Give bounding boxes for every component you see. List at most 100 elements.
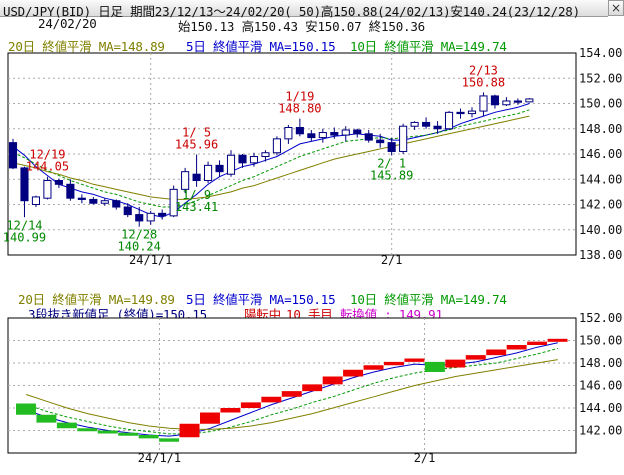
candle [112, 199, 121, 210]
price-xtick-label: 2/1 [381, 253, 403, 267]
candle [295, 118, 304, 137]
info-date: 24/02/20 [38, 16, 97, 31]
renko-brick [16, 403, 36, 415]
price-ma-line-1 [12, 109, 530, 208]
candle-body [364, 133, 373, 141]
candle [387, 137, 396, 156]
candle [169, 185, 178, 218]
price-annotation-value: 145.89 [370, 168, 413, 182]
candle [238, 154, 247, 168]
candle-body [490, 95, 499, 106]
renko-brick [36, 414, 57, 423]
price-ma-line-0 [12, 103, 530, 218]
candle-body [66, 183, 75, 199]
price-ytick-label: 140.00 [579, 223, 622, 237]
renko-brick [220, 408, 241, 413]
candle-body [249, 156, 259, 164]
renko-brick [200, 412, 220, 424]
candle-body [192, 173, 201, 182]
candle [54, 178, 63, 189]
candle [364, 130, 373, 143]
candle-body [181, 171, 190, 190]
price-ytick-label: 144.00 [579, 172, 622, 186]
renko-ytick-label: 146.00 [579, 379, 622, 393]
candle-body [272, 138, 281, 154]
candle [490, 94, 499, 109]
candle [226, 150, 236, 177]
candle-body [410, 121, 419, 127]
legend-top-ma20: 20日 終値平滑 MA=148.89 [8, 39, 165, 54]
price-ytick-label: 150.00 [579, 97, 622, 111]
candle-body [353, 129, 362, 135]
candle-body [112, 200, 121, 208]
candle [100, 198, 109, 206]
candle [284, 124, 293, 144]
candle-body [158, 212, 167, 217]
candle [272, 136, 281, 156]
renko-brick [384, 361, 404, 366]
candle-body [318, 132, 327, 139]
legend-bottom-ma5: 5日 終値平滑 MA=150.15 [186, 292, 336, 307]
renko-ytick-label: 152.00 [579, 311, 622, 325]
price-annotation-date: 1/ 5 [182, 126, 211, 140]
renko-xtick-label: 2/1 [414, 451, 436, 465]
candle-body [387, 142, 396, 152]
legend-top-ma10: 10日 終値平滑 MA=149.74 [350, 39, 507, 54]
renko-brick [343, 369, 364, 377]
candle-body [467, 110, 477, 115]
legend-top-ma5: 5日 終値平滑 MA=150.15 [186, 39, 336, 54]
candle [31, 195, 41, 208]
candle [261, 150, 270, 162]
candle [307, 130, 316, 142]
legend-bottom-ma10: 10日 終値平滑 MA=149.74 [350, 292, 507, 307]
renko-brick [240, 402, 261, 408]
renko-brick [486, 349, 507, 356]
renko-brick [424, 361, 445, 372]
renko-brick [179, 423, 200, 438]
candle [249, 152, 259, 167]
candle-body [456, 111, 465, 115]
candle [204, 161, 213, 184]
window-title: USD/JPY(BID) 日足 期間23/12/13～24/02/20( 50)… [3, 4, 580, 19]
renko-ytick-label: 150.00 [579, 334, 622, 348]
price-annotation-value: 140.99 [3, 230, 46, 244]
candle [341, 126, 350, 142]
price-ytick-label: 138.00 [579, 248, 622, 262]
candle-body [204, 164, 213, 182]
candle-body [376, 139, 385, 144]
price-annotation-value: 143.41 [175, 200, 218, 214]
price-annotation-date: 12/28 [121, 228, 157, 242]
candle-body [123, 206, 132, 216]
price-annotation-value: 144.05 [26, 160, 69, 174]
candle [181, 167, 190, 194]
candle [146, 210, 155, 225]
candle [8, 138, 18, 170]
renko-brick [159, 438, 180, 442]
candle-body [20, 167, 29, 202]
candle [513, 98, 522, 105]
candle [89, 196, 98, 205]
candle-body [284, 126, 293, 140]
price-annotation-date: 2/13 [469, 63, 498, 77]
candle [525, 98, 534, 103]
candle [192, 154, 201, 187]
renko-brick [281, 391, 302, 397]
price-annotation-value: 148.80 [278, 102, 321, 116]
candle-body [215, 164, 224, 173]
legend-bottom-ma20: 20日 終値平滑 MA=149.89 [18, 292, 175, 307]
renko-ma-line-2 [26, 359, 558, 430]
renko-brick [77, 428, 98, 432]
candle [135, 207, 144, 227]
candle-body [307, 133, 316, 139]
renko-brick [302, 384, 323, 392]
candle-body [330, 132, 339, 136]
renko-brick [404, 358, 425, 362]
renko-xtick-label: 24/1/1 [138, 451, 181, 465]
candle-body [146, 212, 155, 222]
price-ma-line-2 [12, 115, 530, 200]
renko-brick [118, 432, 139, 436]
title-bar: USD/JPY(BID) 日足 期間23/12/13～24/02/20( 50)… [0, 0, 608, 19]
candle [433, 121, 442, 134]
candle-body [513, 100, 522, 103]
candle [330, 127, 339, 139]
